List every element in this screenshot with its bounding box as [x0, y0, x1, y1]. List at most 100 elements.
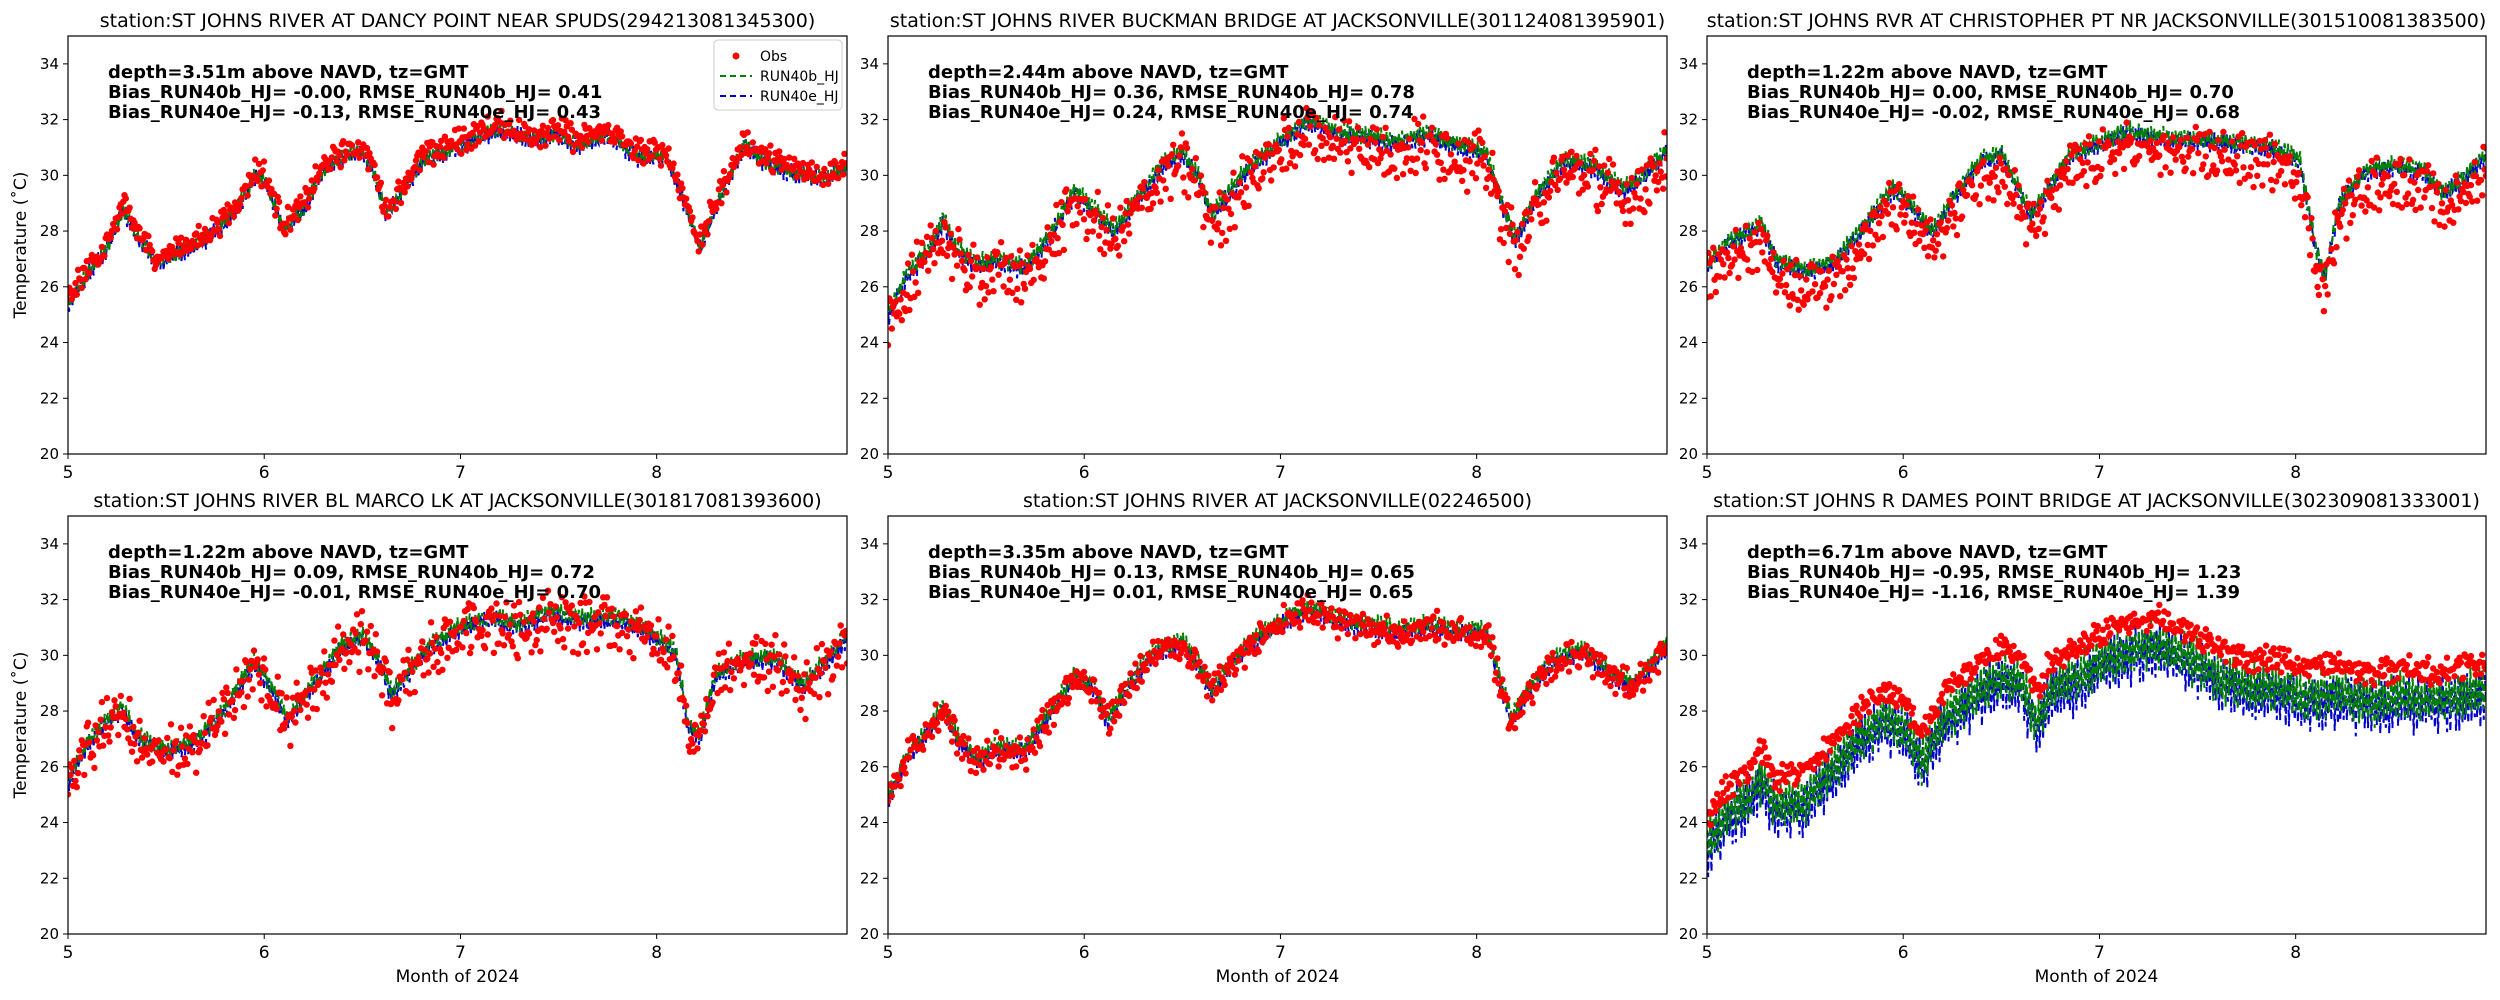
- obs-point: [1728, 261, 1736, 269]
- obs-point: [2071, 141, 2079, 148]
- obs-point: [1103, 710, 1110, 718]
- obs-point: [990, 288, 997, 295]
- obs-point: [552, 603, 559, 610]
- obs-point: [2131, 610, 2138, 617]
- obs-point: [2183, 134, 2191, 141]
- obs-point: [1148, 189, 1156, 197]
- obs-point: [2099, 126, 2106, 133]
- x-axis-label: Month of 2024: [2035, 967, 2159, 987]
- x-tick-label: 5: [1702, 463, 1713, 483]
- obs-point: [2105, 141, 2113, 148]
- y-tick-label: 24: [860, 814, 879, 832]
- obs-point: [799, 686, 807, 694]
- obs-point: [827, 648, 834, 655]
- obs-point: [1255, 648, 1262, 655]
- obs-point: [1430, 613, 1437, 620]
- obs-point: [254, 656, 261, 663]
- obs-point: [1567, 658, 1574, 666]
- obs-point: [2386, 666, 2393, 673]
- obs-point: [748, 660, 755, 668]
- obs-point: [1613, 668, 1620, 675]
- obs-point: [446, 618, 454, 625]
- obs-point: [274, 193, 281, 201]
- obs-point: [429, 639, 436, 647]
- obs-point: [1980, 158, 1987, 165]
- obs-point: [1466, 623, 1473, 631]
- obs-point: [1903, 201, 1911, 208]
- obs-point: [557, 625, 564, 632]
- obs-point: [1590, 157, 1598, 165]
- obs-point: [2445, 675, 2452, 682]
- obs-point: [200, 713, 207, 720]
- obs-point: [947, 230, 954, 238]
- obs-point: [2193, 137, 2201, 144]
- obs-point: [1296, 151, 1304, 159]
- obs-point: [193, 769, 200, 776]
- obs-point: [1810, 263, 1818, 270]
- stats-line: depth=2.44m above NAVD, tz=GMT: [928, 62, 1289, 83]
- obs-point: [1265, 141, 1272, 148]
- obs-point: [469, 129, 476, 137]
- obs-point: [422, 148, 430, 155]
- obs-point: [1575, 664, 1583, 671]
- obs-point: [2330, 260, 2338, 267]
- obs-point: [1779, 270, 1786, 277]
- obs-point: [2043, 672, 2050, 680]
- obs-point: [2301, 214, 2309, 221]
- obs-point: [1452, 626, 1460, 633]
- obs-point: [2202, 153, 2209, 160]
- obs-point: [2394, 675, 2402, 682]
- obs-point: [2460, 188, 2467, 196]
- obs-point: [2290, 661, 2297, 668]
- obs-point: [617, 128, 624, 135]
- obs-point: [1209, 697, 1216, 704]
- obs-point: [1781, 289, 1789, 296]
- obs-point: [230, 213, 238, 220]
- obs-point: [105, 732, 112, 739]
- obs-point: [136, 717, 143, 724]
- obs-point: [2040, 214, 2047, 221]
- obs-point: [2281, 652, 2289, 660]
- obs-point: [1869, 242, 1877, 249]
- obs-point: [813, 645, 820, 652]
- obs-point: [480, 125, 488, 133]
- obs-point: [1377, 155, 1384, 162]
- obs-point: [1547, 666, 1554, 674]
- obs-point: [833, 662, 841, 669]
- obs-point: [198, 240, 205, 247]
- obs-point: [1185, 194, 1192, 201]
- obs-point: [1309, 109, 1316, 117]
- obs-point: [825, 691, 832, 698]
- obs-point: [964, 750, 971, 758]
- obs-point: [1877, 204, 1884, 211]
- obs-point: [2045, 667, 2052, 675]
- obs-point: [1132, 660, 1139, 667]
- obs-point: [1153, 189, 1161, 196]
- obs-point: [1160, 177, 1167, 184]
- obs-point: [1638, 670, 1646, 677]
- y-tick-label: 20: [1679, 445, 1698, 463]
- obs-point: [986, 760, 993, 768]
- y-tick-label: 22: [1679, 389, 1698, 407]
- obs-point: [586, 598, 593, 606]
- obs-point: [378, 692, 386, 699]
- obs-point: [1992, 164, 2000, 171]
- obs-point: [1440, 620, 1447, 627]
- obs-point: [1855, 241, 1863, 248]
- obs-point: [1924, 253, 1932, 260]
- obs-point: [1911, 229, 1918, 236]
- obs-point: [397, 199, 405, 207]
- obs-point: [1526, 208, 1534, 216]
- obs-point: [971, 759, 978, 766]
- obs-point: [789, 670, 797, 678]
- obs-point: [778, 166, 785, 173]
- plot-frame: [67, 515, 848, 935]
- obs-point: [1391, 623, 1398, 630]
- obs-point: [362, 637, 369, 644]
- obs-point: [559, 635, 567, 643]
- obs-point: [2328, 245, 2335, 253]
- obs-point: [255, 671, 263, 678]
- obs-point: [201, 729, 209, 737]
- obs-point: [1716, 801, 1723, 809]
- obs-point: [1751, 758, 1758, 766]
